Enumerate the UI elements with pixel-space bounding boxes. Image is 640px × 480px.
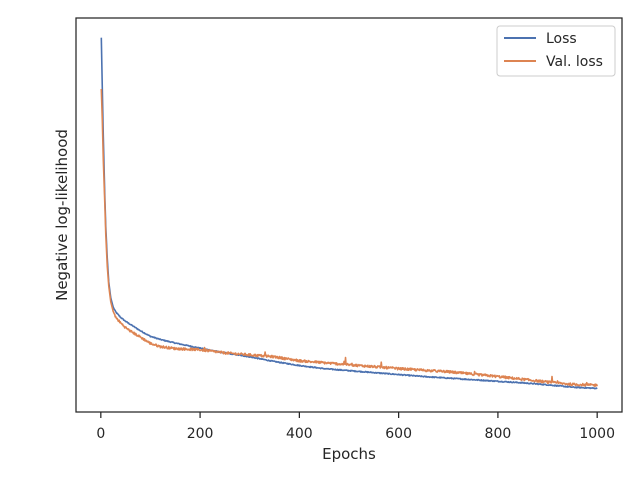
series-line-val-loss: [100, 88, 598, 387]
x-axis-label: Epochs: [322, 445, 376, 463]
legend-label-loss: Loss: [546, 31, 577, 47]
x-tick-label: 0: [96, 426, 105, 442]
x-tick-label: 400: [286, 426, 313, 442]
legend: Loss Val. loss: [496, 25, 616, 77]
x-tick-label: 200: [187, 426, 214, 442]
x-tick-label: 800: [485, 426, 512, 442]
legend-label-val-loss: Val. loss: [546, 54, 603, 70]
axes-frame: [75, 17, 623, 413]
plot-area: [100, 37, 598, 390]
x-tick-label: 600: [385, 426, 412, 442]
x-axis: 0 200 400 600 800 1000: [96, 412, 615, 442]
x-tick-label: 1000: [579, 426, 615, 442]
series-line-loss: [100, 37, 598, 390]
y-axis-label: Negative log-likelihood: [53, 129, 71, 301]
